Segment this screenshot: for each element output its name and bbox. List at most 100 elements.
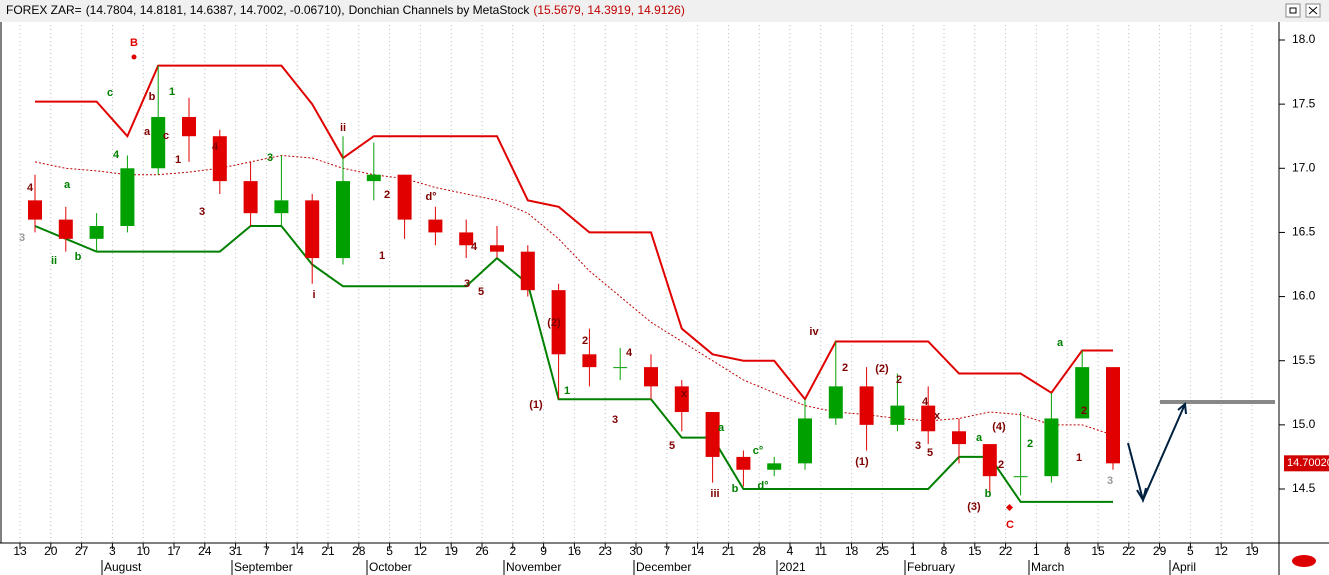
candle-body bbox=[705, 412, 720, 457]
candle-body bbox=[243, 181, 258, 214]
candle-body bbox=[459, 232, 474, 246]
x-tick-label: 19 bbox=[445, 544, 459, 558]
candle-body bbox=[305, 200, 320, 259]
x-tick-label: 21 bbox=[321, 544, 335, 558]
wave-label: a bbox=[1057, 337, 1064, 349]
pivot-dot bbox=[1005, 503, 1014, 512]
x-tick-label: 27 bbox=[75, 544, 89, 558]
x-tick-label: 7 bbox=[663, 544, 670, 558]
ohlc-text: (14.7804, 14.8181, 14.6387, 14.7002, -0.… bbox=[86, 3, 345, 17]
wave-label: c bbox=[163, 130, 169, 142]
wave-label: iii bbox=[710, 488, 719, 500]
wave-label: x bbox=[681, 388, 688, 400]
candle-body bbox=[336, 181, 350, 259]
logo bbox=[1292, 555, 1316, 567]
wave-label: 1 bbox=[564, 385, 570, 397]
x-tick-label: 28 bbox=[352, 544, 366, 558]
wave-label: 4 bbox=[212, 141, 219, 153]
candle-body bbox=[397, 174, 412, 220]
arrow-head bbox=[1177, 401, 1187, 415]
candle-body bbox=[1013, 476, 1028, 478]
wave-label: b bbox=[985, 488, 992, 500]
x-tick-label: 24 bbox=[198, 544, 212, 558]
month-label: December bbox=[636, 560, 691, 574]
wave-label: (1) bbox=[855, 456, 869, 468]
x-tick-label: 10 bbox=[137, 544, 151, 558]
x-tick-label: 13 bbox=[13, 544, 27, 558]
candle-body bbox=[828, 386, 843, 419]
x-tick-label: 7 bbox=[263, 544, 270, 558]
x-tick-label: 11 bbox=[815, 544, 828, 558]
month-label: February bbox=[907, 560, 955, 574]
wave-label: a bbox=[144, 126, 151, 138]
y-tick-label: 16.5 bbox=[1292, 225, 1316, 239]
wave-label: c° bbox=[753, 445, 764, 457]
x-tick-label: 16 bbox=[568, 544, 582, 558]
window-buttons[interactable] bbox=[1285, 3, 1321, 18]
wave-label: 3 bbox=[267, 152, 273, 164]
candle-body bbox=[952, 431, 966, 445]
wave-label: b bbox=[732, 483, 739, 495]
x-tick-label: 12 bbox=[414, 544, 428, 558]
month-label: April bbox=[1172, 560, 1196, 574]
x-tick-label: 3 bbox=[109, 544, 116, 558]
title-bar bbox=[0, 0, 1329, 22]
wave-label: x bbox=[934, 410, 941, 422]
candle-body bbox=[58, 219, 73, 239]
last-price-label: 14.70020 bbox=[1287, 457, 1329, 469]
chart-title: FOREX ZAR= bbox=[6, 3, 82, 17]
wave-label: 4 bbox=[471, 241, 478, 253]
x-tick-label: 8 bbox=[1064, 544, 1071, 558]
wave-label: i bbox=[312, 289, 315, 301]
wave-label: (1) bbox=[529, 399, 543, 411]
x-tick-label: 14 bbox=[691, 544, 705, 558]
candle-body bbox=[890, 405, 905, 425]
x-tick-label: 22 bbox=[1122, 544, 1136, 558]
candle-body bbox=[674, 386, 689, 413]
x-tick-label: 2 bbox=[509, 544, 516, 558]
wave-label: a bbox=[976, 432, 983, 444]
candle-body bbox=[120, 168, 135, 227]
y-tick-label: 17.5 bbox=[1292, 96, 1316, 110]
wave-label: C bbox=[1006, 519, 1014, 531]
x-tick-label: 19 bbox=[1245, 544, 1259, 558]
wave-label: 3 bbox=[199, 206, 205, 218]
candle-body bbox=[767, 463, 782, 470]
candle-body bbox=[859, 386, 874, 425]
candle-body bbox=[182, 116, 196, 137]
wave-label: 2 bbox=[1027, 438, 1033, 450]
month-label: November bbox=[506, 560, 561, 574]
x-tick-label: 15 bbox=[1091, 544, 1105, 558]
wave-label: 3 bbox=[464, 278, 470, 290]
candle-body bbox=[982, 444, 997, 477]
x-tick-label: 21 bbox=[722, 544, 736, 558]
wave-label: 3 bbox=[612, 414, 618, 426]
candle-body bbox=[151, 116, 166, 169]
x-tick-label: 5 bbox=[1187, 544, 1194, 558]
candle-body bbox=[1106, 367, 1120, 464]
x-tick-label: 26 bbox=[475, 544, 489, 558]
wave-label: d° bbox=[757, 480, 768, 492]
wave-label: 5 bbox=[478, 286, 484, 298]
wave-label: iv bbox=[809, 326, 819, 338]
wave-label: 2 bbox=[1081, 405, 1087, 417]
x-tick-label: 9 bbox=[540, 544, 547, 558]
channel-line bbox=[35, 64, 1113, 402]
wave-label: ii bbox=[340, 122, 346, 134]
last-price-box bbox=[1284, 455, 1329, 472]
wave-label: 2 bbox=[998, 459, 1004, 471]
x-tick-label: 23 bbox=[599, 544, 613, 558]
month-label: March bbox=[1031, 560, 1064, 574]
channel-line bbox=[34, 225, 1113, 503]
wave-label: 4 bbox=[27, 182, 34, 194]
x-tick-label: 30 bbox=[629, 544, 643, 558]
wave-label: 4 bbox=[113, 149, 120, 161]
wave-label: 5 bbox=[927, 447, 933, 459]
candle-body bbox=[1075, 367, 1090, 419]
x-tick-label: 31 bbox=[229, 544, 243, 558]
wave-label: 2 bbox=[896, 374, 902, 386]
pivot-dot bbox=[131, 54, 137, 60]
indicator-name: Donchian Channels by MetaStock bbox=[349, 3, 531, 17]
x-tick-label: 1 bbox=[1033, 544, 1040, 558]
